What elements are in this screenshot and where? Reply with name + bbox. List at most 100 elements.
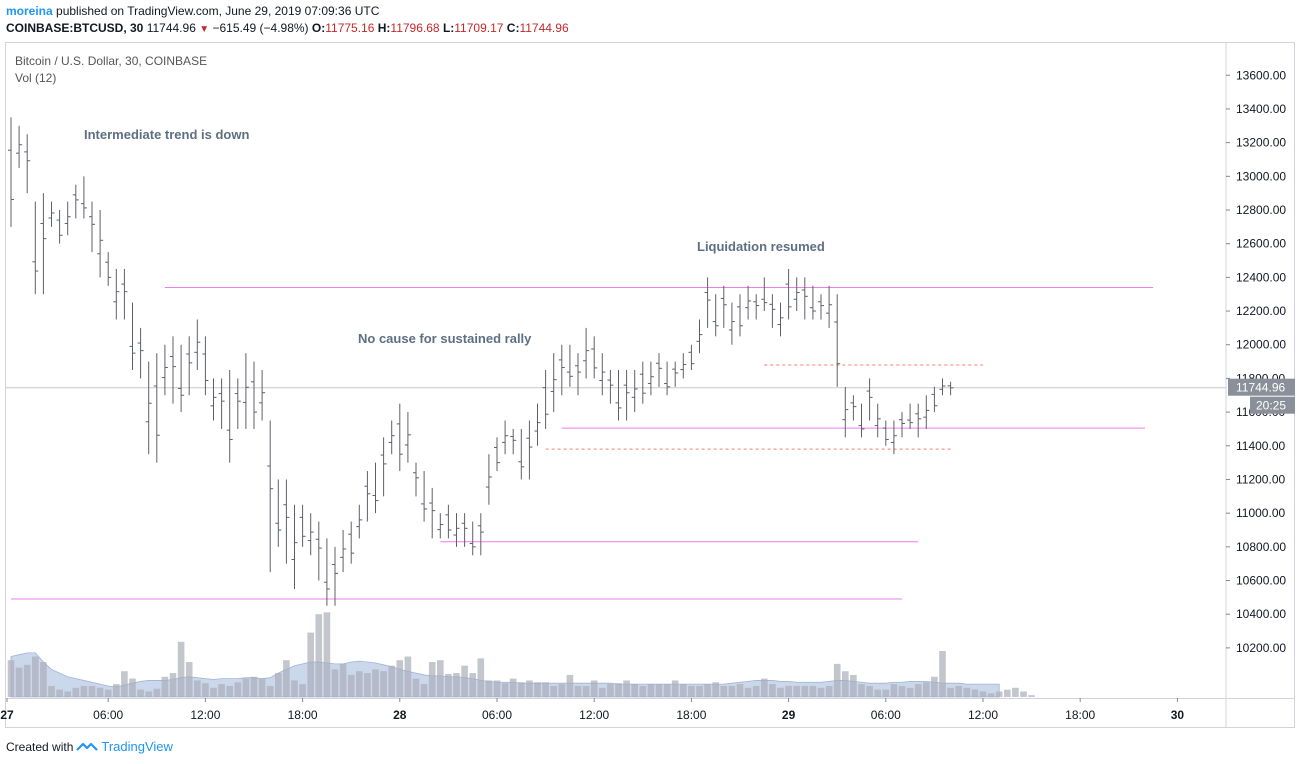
- volume-bar: [177, 641, 185, 697]
- volume-bar: [56, 689, 63, 697]
- volume-bar: [712, 682, 719, 697]
- volume-bar: [129, 678, 136, 697]
- volume-bar: [882, 689, 890, 697]
- time-tick-label: 29: [782, 708, 796, 722]
- price-tick-label: 10800.00: [1236, 540, 1286, 554]
- volume-bar: [518, 682, 525, 697]
- volume-bar: [874, 689, 881, 697]
- volume-bar: [526, 680, 533, 697]
- volume-bar: [850, 674, 857, 697]
- time-tick-label: 12:00: [579, 708, 609, 722]
- volume-bar: [696, 685, 703, 697]
- time-tick-label: 12:00: [968, 708, 998, 722]
- volume-bar: [1028, 695, 1035, 697]
- volume-bar: [809, 685, 817, 697]
- volume-bar: [153, 688, 161, 697]
- time-tick-label: 18:00: [676, 708, 706, 722]
- volume-bar: [590, 680, 598, 697]
- volume-bar: [461, 665, 468, 697]
- volume-bar: [923, 682, 930, 697]
- tradingview-brand[interactable]: TradingView: [101, 739, 173, 754]
- volume-bar: [113, 684, 120, 697]
- volume-bar: [210, 687, 217, 697]
- price-tick-label: 11200.00: [1236, 472, 1285, 486]
- volume-bar: [866, 685, 873, 697]
- volume-bar: [283, 660, 290, 697]
- volume-bar: [1020, 691, 1027, 697]
- author-name[interactable]: moreina: [6, 4, 53, 18]
- volume-bar: [542, 682, 549, 697]
- volume-bar: [947, 687, 954, 697]
- volume-bar: [96, 687, 104, 697]
- volume-bar: [485, 680, 493, 697]
- price-tick-label: 12800.00: [1236, 203, 1286, 217]
- volume-bar: [396, 660, 404, 697]
- volume-bar: [145, 691, 152, 697]
- volume-bar: [631, 684, 638, 697]
- volume-bar: [931, 676, 938, 697]
- volume-bar: [761, 678, 768, 697]
- price-tick-label: 10200.00: [1236, 641, 1286, 655]
- symbol-label: COINBASE:BTCUSD, 30: [6, 21, 144, 35]
- volume-bar: [509, 678, 517, 697]
- volume-bar: [842, 671, 849, 697]
- volume-bar: [242, 678, 250, 697]
- volume-bar: [623, 680, 630, 697]
- open-value: 11775.16: [325, 21, 375, 35]
- volume-bar: [453, 673, 460, 697]
- volume-bar: [202, 683, 209, 697]
- volume-bar: [32, 656, 39, 697]
- volume-bar: [914, 684, 922, 697]
- volume-bar: [582, 685, 590, 697]
- volume-bar: [169, 673, 177, 697]
- chart-legend: Bitcoin / U.S. Dollar, 30, COINBASE Vol …: [15, 53, 207, 87]
- price-tick-label: 10400.00: [1236, 607, 1286, 621]
- annotation-no-cause: No cause for sustained rally: [358, 331, 532, 346]
- volume-bar: [971, 689, 979, 697]
- price-change: −615.49 (−4.98%): [212, 21, 309, 35]
- down-arrow-icon: ▼: [199, 24, 210, 35]
- published-text: published on TradingView.com, June 29, 2…: [56, 4, 380, 18]
- price-tick-label: 12000.00: [1236, 338, 1286, 352]
- volume-bar: [769, 684, 776, 697]
- volume-bar: [64, 691, 71, 697]
- volume-bar: [825, 685, 833, 697]
- tradingview-logo-icon: [76, 742, 99, 751]
- annotation-trend-down: Intermediate trend is down: [84, 127, 250, 142]
- price-tick-label: 12600.00: [1236, 237, 1286, 251]
- volume-bar: [7, 660, 15, 697]
- volume-bar: [226, 685, 233, 697]
- volume-bar: [898, 685, 906, 697]
- high-label: H:: [377, 21, 391, 35]
- price-tick-label: 10600.00: [1236, 574, 1286, 588]
- volume-bar: [599, 687, 606, 697]
- volume-bar: [104, 689, 112, 697]
- volume-bar: [388, 665, 395, 697]
- low-value: 11709.17: [454, 21, 504, 35]
- volume-bar: [736, 684, 744, 697]
- volume-bar: [250, 676, 258, 697]
- volume-bar: [469, 673, 476, 697]
- series-title: Bitcoin / U.S. Dollar, 30, COINBASE: [15, 54, 208, 68]
- volume-bar: [858, 684, 865, 697]
- footer: Created with TradingView: [6, 739, 173, 754]
- volume-bar: [939, 651, 946, 697]
- volume-bar: [906, 687, 914, 697]
- time-tick-label: 06:00: [482, 708, 512, 722]
- volume-bar: [574, 685, 582, 697]
- last-price-tag-label: 11744.96: [1236, 381, 1285, 395]
- volume-bar: [121, 671, 128, 697]
- time-tick-label: 06:00: [871, 708, 901, 722]
- time-tick-label: 18:00: [1065, 708, 1095, 722]
- price-tick-label: 11400.00: [1236, 439, 1285, 453]
- time-tick-label: 06:00: [93, 708, 123, 722]
- volume-bar: [185, 662, 193, 697]
- volume-bar: [315, 614, 323, 697]
- volume-bar: [299, 684, 306, 697]
- volume-bar: [307, 632, 314, 697]
- volume-bar: [744, 687, 752, 697]
- volume-bar: [137, 689, 144, 697]
- annotation-liquidation: Liquidation resumed: [697, 239, 825, 254]
- price-tick-label: 13200.00: [1236, 136, 1286, 150]
